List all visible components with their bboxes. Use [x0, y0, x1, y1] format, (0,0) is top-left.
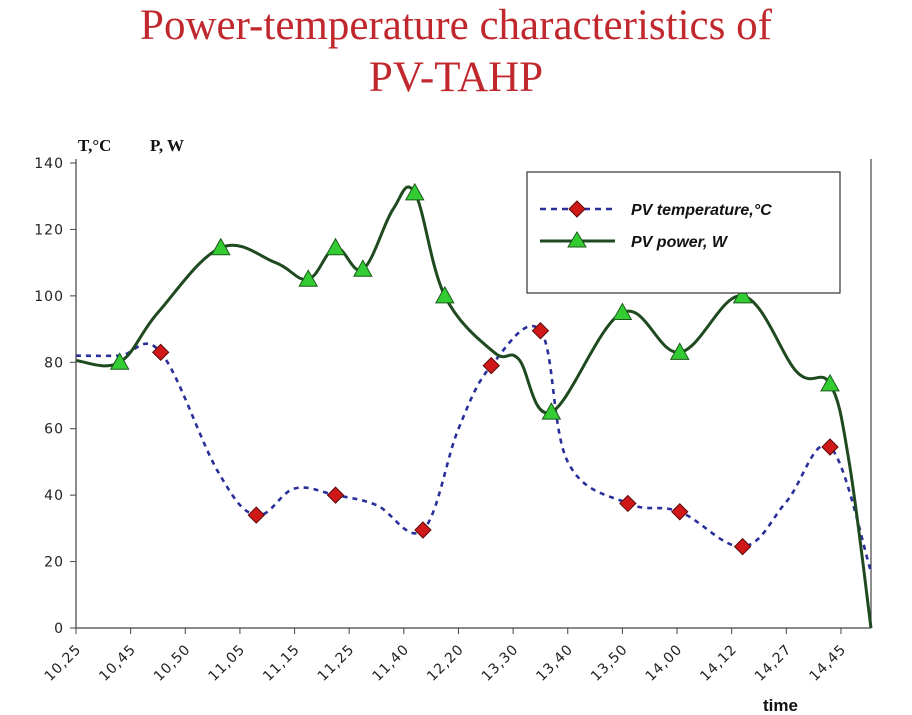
- x-tick-label: 11,15: [260, 642, 303, 685]
- y-tick-label: 140: [34, 156, 64, 172]
- temperature-point: [619, 494, 637, 513]
- temperature-point: [414, 521, 432, 539]
- x-tick-label: 11,40: [369, 642, 412, 685]
- x-tick-label: 10,25: [42, 642, 85, 685]
- temperature-point: [733, 537, 752, 556]
- x-tick-label: 14,00: [643, 642, 686, 685]
- temperature-point: [326, 486, 345, 504]
- x-tick-label: 13,50: [588, 642, 631, 685]
- temperature-point: [821, 438, 839, 456]
- chart-legend: PV temperature,°C PV power, W: [526, 171, 841, 294]
- power-point: [210, 237, 231, 256]
- y-tick-label: 40: [44, 488, 64, 504]
- temperature-line: [75, 324, 873, 572]
- power-point: [404, 182, 425, 201]
- legend-marker-power: [567, 231, 587, 248]
- x-tick-label: 13,30: [479, 642, 522, 685]
- power-point: [434, 285, 455, 304]
- legend-label-power: PV power, W: [631, 234, 729, 251]
- x-tick-label: 12,20: [424, 642, 467, 685]
- power-point: [353, 259, 373, 277]
- x-tick-label: 14,45: [807, 642, 850, 685]
- legend-marker-temperature: [568, 200, 586, 218]
- x-tick-label: 14,12: [697, 642, 740, 685]
- temperature-point: [247, 506, 266, 524]
- x-tick-label: 11,05: [206, 642, 249, 685]
- x-tick-label: 14,27: [752, 642, 795, 685]
- x-tick-label: 13,40: [533, 642, 576, 685]
- y-tick-label: 20: [44, 555, 64, 571]
- temperature-point: [531, 322, 550, 340]
- y-tick-label: 80: [44, 355, 64, 371]
- y-axis-title-power: P, W: [150, 136, 184, 155]
- y-tick-label: 0: [54, 621, 64, 637]
- slide-title-line-1: Power-temperature characteristics of: [140, 2, 772, 49]
- x-tick-label: 10,45: [96, 642, 139, 685]
- y-tick-label: 100: [34, 289, 64, 305]
- y-tick-label: 120: [34, 222, 64, 238]
- slide-title: Power-temperature characteristics of PV-…: [0, 0, 912, 104]
- power-point: [612, 302, 633, 320]
- x-axis-title: time: [763, 696, 798, 715]
- power-point: [298, 269, 319, 287]
- legend-label-temperature: PV temperature,°C: [631, 202, 772, 219]
- power-point: [325, 237, 346, 256]
- slide-title-line-2: PV-TAHP: [368, 54, 544, 101]
- y-axis-title-temperature: T,°C: [78, 136, 111, 155]
- temperature-point: [151, 343, 170, 362]
- temperature-point: [482, 356, 500, 375]
- power-point: [820, 373, 840, 392]
- x-tick-label: 11,25: [315, 642, 358, 685]
- chart-series: [75, 182, 873, 629]
- temperature-point: [671, 503, 689, 521]
- legend-box: [526, 171, 841, 294]
- y-tick-label: 60: [44, 422, 64, 438]
- power-point: [732, 285, 753, 304]
- x-tick-label: 10,50: [151, 642, 194, 685]
- power-line: [75, 185, 873, 629]
- power-point: [109, 352, 130, 370]
- power-point: [669, 342, 690, 360]
- power-point: [541, 402, 562, 420]
